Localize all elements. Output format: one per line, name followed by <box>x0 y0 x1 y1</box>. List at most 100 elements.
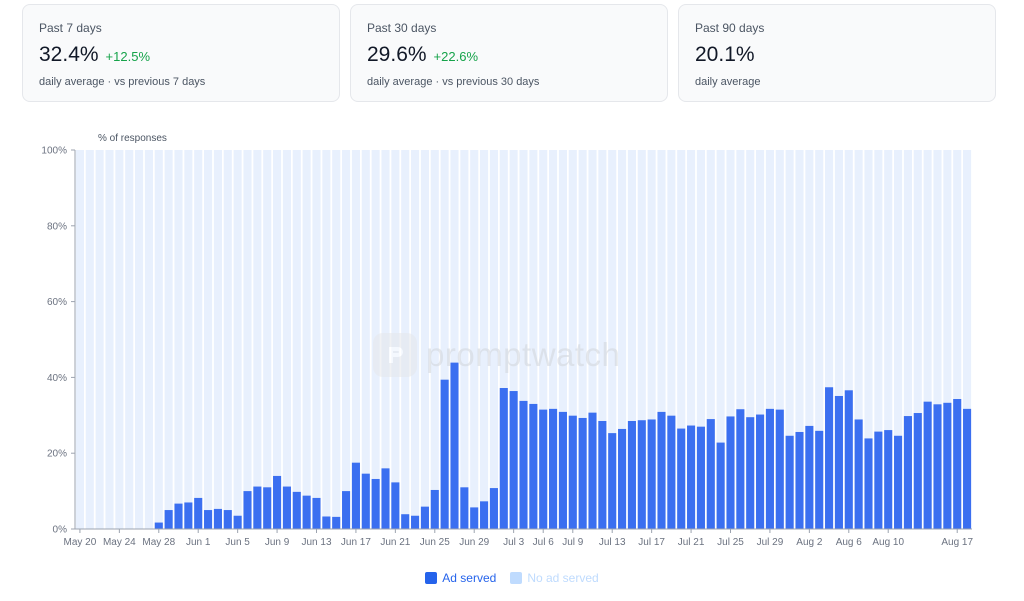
bar-no-ad-served[interactable] <box>913 150 922 529</box>
bar-ad-served[interactable] <box>598 420 607 529</box>
bar-no-ad-served[interactable] <box>568 150 577 529</box>
bar-no-ad-served[interactable] <box>558 150 567 529</box>
bar-no-ad-served[interactable] <box>805 150 814 529</box>
bar-no-ad-served[interactable] <box>785 150 794 529</box>
bar-no-ad-served[interactable] <box>460 150 469 529</box>
bar-ad-served[interactable] <box>282 486 291 529</box>
bar-no-ad-served[interactable] <box>746 150 755 529</box>
bar-ad-served[interactable] <box>963 408 972 529</box>
bar-ad-served[interactable] <box>578 417 587 529</box>
bar-no-ad-served[interactable] <box>480 150 489 529</box>
bar-no-ad-served[interactable] <box>489 150 498 529</box>
bar-ad-served[interactable] <box>351 462 360 529</box>
bar-no-ad-served[interactable] <box>204 150 213 529</box>
bar-ad-served[interactable] <box>273 475 282 529</box>
bar-ad-served[interactable] <box>509 391 518 529</box>
bar-ad-served[interactable] <box>854 419 863 529</box>
bar-no-ad-served[interactable] <box>963 150 972 529</box>
bar-ad-served[interactable] <box>440 379 449 529</box>
bar-ad-served[interactable] <box>608 433 617 529</box>
bar-ad-served[interactable] <box>371 478 380 529</box>
bar-no-ad-served[interactable] <box>578 150 587 529</box>
bar-ad-served[interactable] <box>213 508 222 529</box>
bar-ad-served[interactable] <box>657 411 666 529</box>
bar-no-ad-served[interactable] <box>233 150 242 529</box>
bar-ad-served[interactable] <box>430 489 439 529</box>
bar-no-ad-served[interactable] <box>342 150 351 529</box>
bar-ad-served[interactable] <box>312 497 321 529</box>
bar-no-ad-served[interactable] <box>273 150 282 529</box>
bar-ad-served[interactable] <box>470 507 479 529</box>
bar-no-ad-served[interactable] <box>618 150 627 529</box>
bar-no-ad-served[interactable] <box>775 150 784 529</box>
bar-no-ad-served[interactable] <box>903 150 912 529</box>
bar-ad-served[interactable] <box>460 487 469 529</box>
bar-no-ad-served[interactable] <box>144 150 153 529</box>
bar-no-ad-served[interactable] <box>795 150 804 529</box>
bar-no-ad-served[interactable] <box>302 150 311 529</box>
bar-ad-served[interactable] <box>529 403 538 529</box>
bar-no-ad-served[interactable] <box>361 150 370 529</box>
bar-ad-served[interactable] <box>677 428 686 529</box>
bar-ad-served[interactable] <box>933 404 942 529</box>
bar-ad-served[interactable] <box>361 473 370 529</box>
bar-no-ad-served[interactable] <box>430 150 439 529</box>
bar-no-ad-served[interactable] <box>627 150 636 529</box>
bar-no-ad-served[interactable] <box>332 150 341 529</box>
bar-ad-served[interactable] <box>815 430 824 529</box>
bar-ad-served[interactable] <box>903 416 912 529</box>
bar-no-ad-served[interactable] <box>854 150 863 529</box>
bar-ad-served[interactable] <box>164 510 173 529</box>
bar-no-ad-served[interactable] <box>194 150 203 529</box>
bar-no-ad-served[interactable] <box>509 150 518 529</box>
bar-no-ad-served[interactable] <box>657 150 666 529</box>
bar-ad-served[interactable] <box>194 497 203 529</box>
bar-ad-served[interactable] <box>263 487 272 529</box>
bar-ad-served[interactable] <box>953 399 962 529</box>
bar-no-ad-served[interactable] <box>75 150 84 529</box>
bar-no-ad-served[interactable] <box>765 150 774 529</box>
bar-no-ad-served[interactable] <box>815 150 824 529</box>
bar-ad-served[interactable] <box>726 416 735 529</box>
bar-ad-served[interactable] <box>342 491 351 529</box>
bar-no-ad-served[interactable] <box>825 150 834 529</box>
bar-ad-served[interactable] <box>174 503 183 529</box>
bar-ad-served[interactable] <box>894 435 903 529</box>
bar-no-ad-served[interactable] <box>115 150 124 529</box>
bar-ad-served[interactable] <box>923 401 932 529</box>
bar-no-ad-served[interactable] <box>499 150 508 529</box>
bar-ad-served[interactable] <box>223 510 232 529</box>
bar-no-ad-served[interactable] <box>549 150 558 529</box>
bar-ad-served[interactable] <box>716 442 725 529</box>
bar-no-ad-served[interactable] <box>844 150 853 529</box>
bar-no-ad-served[interactable] <box>894 150 903 529</box>
bar-no-ad-served[interactable] <box>282 150 291 529</box>
bar-ad-served[interactable] <box>204 510 213 529</box>
bar-ad-served[interactable] <box>884 430 893 529</box>
bar-no-ad-served[interactable] <box>588 150 597 529</box>
bar-ad-served[interactable] <box>834 395 843 529</box>
bar-no-ad-served[interactable] <box>401 150 410 529</box>
bar-ad-served[interactable] <box>756 414 765 529</box>
bar-ad-served[interactable] <box>558 411 567 529</box>
bar-no-ad-served[interactable] <box>884 150 893 529</box>
bar-ad-served[interactable] <box>844 390 853 529</box>
bar-no-ad-served[interactable] <box>756 150 765 529</box>
bar-no-ad-served[interactable] <box>292 150 301 529</box>
bar-no-ad-served[interactable] <box>677 150 686 529</box>
bar-no-ad-served[interactable] <box>253 150 262 529</box>
bar-no-ad-served[interactable] <box>105 150 114 529</box>
bar-no-ad-served[interactable] <box>371 150 380 529</box>
bar-ad-served[interactable] <box>568 415 577 529</box>
bar-ad-served[interactable] <box>233 515 242 529</box>
bar-ad-served[interactable] <box>391 482 400 529</box>
bar-no-ad-served[interactable] <box>736 150 745 529</box>
bar-ad-served[interactable] <box>736 409 745 529</box>
bar-ad-served[interactable] <box>539 409 548 529</box>
bar-ad-served[interactable] <box>874 431 883 529</box>
bar-ad-served[interactable] <box>549 408 558 529</box>
bar-no-ad-served[interactable] <box>223 150 232 529</box>
bar-ad-served[interactable] <box>943 402 952 529</box>
bar-ad-served[interactable] <box>253 486 262 529</box>
bar-ad-served[interactable] <box>825 387 834 529</box>
